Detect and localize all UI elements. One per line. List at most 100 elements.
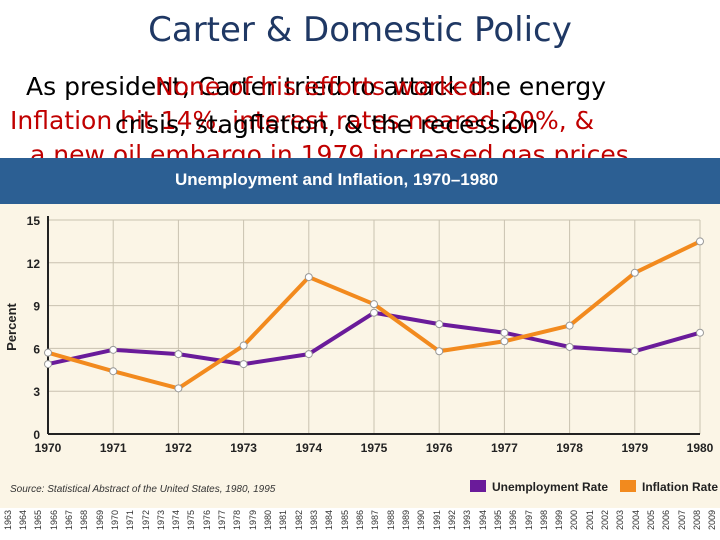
year-strip-label: 1965 xyxy=(33,510,44,531)
year-strip-label: 1983 xyxy=(309,510,320,531)
y-tick-label: 3 xyxy=(33,385,40,399)
x-tick-label: 1977 xyxy=(491,441,518,455)
y-tick-label: 6 xyxy=(33,342,40,356)
x-tick-label: 1970 xyxy=(35,441,62,455)
year-strip-label: 1986 xyxy=(355,510,365,531)
x-tick-label: 1976 xyxy=(426,441,453,455)
year-strip: 1963 1964 1965 1966 1967 1968 1969 1970 1971 1972… xyxy=(0,508,720,540)
year-strip-label: 1967 xyxy=(63,510,74,531)
year-strip-label: 1996 xyxy=(508,510,519,531)
x-tick-label: 1975 xyxy=(361,441,388,455)
chart-source: Source: Statistical Abstract of the Unit… xyxy=(10,484,276,495)
x-tick-label: 1972 xyxy=(165,441,192,455)
year-strip-label: 1970 xyxy=(109,510,120,531)
year-strip-label: 2000 xyxy=(569,510,580,531)
year-strip-label: 1984 xyxy=(324,510,335,531)
x-tick-label: 1971 xyxy=(100,441,127,455)
year-strip-label: 2002 xyxy=(600,510,611,531)
year-strip-label: 2006 xyxy=(661,510,672,531)
data-point xyxy=(630,268,639,277)
data-point xyxy=(630,347,639,356)
y-tick-label: 0 xyxy=(33,428,40,442)
year-strip-label: 1973 xyxy=(155,510,166,531)
x-tick-label: 1980 xyxy=(687,441,714,455)
year-strip-label: 1991 xyxy=(431,510,442,531)
body-line-2: Inflation hit 14%, interest rates neared… xyxy=(10,106,595,135)
legend-label: Inflation Rate xyxy=(642,480,718,494)
body-line-1-overlay: None of his efforts worked: xyxy=(155,72,493,101)
data-point xyxy=(239,360,248,369)
data-point xyxy=(44,360,52,369)
data-point xyxy=(304,273,313,282)
data-point xyxy=(109,345,118,354)
year-strip-label: 1982 xyxy=(293,510,304,531)
year-strip-label: 1978 xyxy=(232,510,243,531)
year-strip-label: 2007 xyxy=(676,510,687,531)
chart-image: Unemployment and Inflation, 1970–1980 0 3… xyxy=(0,158,720,540)
year-strip-label: 1966 xyxy=(48,510,59,531)
data-point xyxy=(696,328,704,337)
x-tick-label: 1974 xyxy=(295,441,322,455)
year-strip-label: 1981 xyxy=(278,510,289,531)
data-point xyxy=(500,328,509,337)
year-strip-label: 1988 xyxy=(385,510,396,531)
year-strip-label: 1987 xyxy=(370,510,381,531)
year-strip-label: 1994 xyxy=(477,510,488,531)
year-strip-label: 1963 xyxy=(2,510,13,531)
year-strip-label: 1997 xyxy=(523,510,534,531)
data-point xyxy=(174,384,183,393)
year-strip-label: 2005 xyxy=(646,510,657,531)
data-point xyxy=(370,308,378,317)
body-line-1: As president, Carter tried to attack the… xyxy=(26,72,607,101)
y-tick-label: 9 xyxy=(33,300,40,314)
data-point xyxy=(239,341,248,350)
data-point xyxy=(435,320,444,329)
legend-label: Unemployment Rate xyxy=(492,480,608,494)
year-strip-label: 1985 xyxy=(339,510,350,531)
chart-title: Unemployment and Inflation, 1970–1980 xyxy=(175,170,499,189)
year-strip-label: 1989 xyxy=(400,510,411,531)
data-point xyxy=(304,350,313,359)
y-tick-label: 12 xyxy=(27,257,41,271)
chart-plot: 0 3 6 9 12 15 1970 1971 1972 1973 1974 1975 1976 1977… xyxy=(4,214,718,495)
year-strip-label: 1964 xyxy=(17,510,28,531)
data-point xyxy=(435,347,444,356)
year-strip-label: 2008 xyxy=(692,510,703,531)
data-point xyxy=(500,337,509,346)
data-point xyxy=(565,342,574,351)
year-strip-label: 2003 xyxy=(615,510,626,531)
year-strip-label: 1980 xyxy=(263,510,274,531)
y-tick-label: 15 xyxy=(27,214,41,228)
year-strip-label: 1972 xyxy=(140,510,151,531)
year-strip-label: 2009 xyxy=(707,510,718,531)
year-strip-label: 1969 xyxy=(94,510,105,531)
year-strip-label: 2004 xyxy=(630,510,641,531)
x-tick-label: 1978 xyxy=(556,441,583,455)
year-strip-label: 1976 xyxy=(201,510,212,531)
year-strip-label: 1999 xyxy=(554,510,565,531)
data-point xyxy=(370,300,378,309)
data-point xyxy=(696,237,704,246)
year-strip-label: 1992 xyxy=(446,510,457,531)
data-point xyxy=(565,321,574,330)
legend-swatch xyxy=(470,480,486,492)
year-strip-label: 1990 xyxy=(416,510,427,531)
legend-swatch xyxy=(620,480,636,492)
year-strip-label: 1998 xyxy=(538,510,549,531)
year-strip-label: 1979 xyxy=(247,510,258,531)
body-line-2-overlay: crisis, stagflation, & the recession xyxy=(115,110,539,139)
x-tick-label: 1973 xyxy=(230,441,257,455)
year-strip-label: 1968 xyxy=(79,510,90,531)
year-strip-label: 2001 xyxy=(584,510,595,531)
year-strip-label: 1977 xyxy=(217,510,228,531)
data-point xyxy=(174,350,183,359)
year-strip-label: 1974 xyxy=(171,510,182,531)
y-axis-label: Percent xyxy=(4,302,19,350)
year-strip-label: 1975 xyxy=(186,510,197,531)
data-point xyxy=(44,348,52,357)
data-point xyxy=(109,367,118,376)
x-tick-label: 1979 xyxy=(621,441,648,455)
year-strip-label: 1993 xyxy=(462,510,473,531)
year-strip-label: 1995 xyxy=(492,510,503,531)
year-strip-label: 1971 xyxy=(125,510,136,531)
